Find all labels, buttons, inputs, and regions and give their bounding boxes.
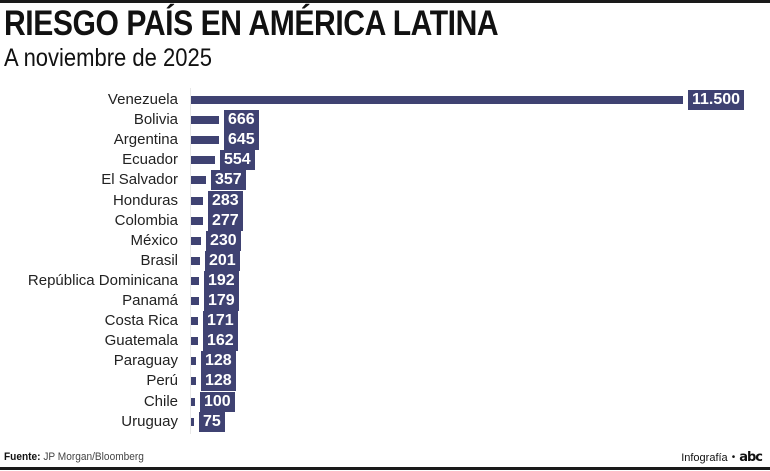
bar-row: Colombia 277 (0, 210, 770, 231)
bar (191, 417, 194, 426)
value-label: 230 (206, 230, 241, 251)
bar-row: Panamá 179 (0, 291, 770, 311)
bar (191, 116, 219, 125)
value-label: 277 (208, 210, 243, 231)
category-label: Panamá (122, 292, 178, 309)
value-label: 357 (211, 170, 246, 191)
bar-row: Perú 128 (0, 371, 770, 392)
bar-row: México 230 (0, 230, 770, 251)
bar (191, 156, 215, 165)
credit: Infografía • abc (681, 450, 763, 465)
bar-row: Bolivia 666 (0, 110, 770, 131)
bar-row: Honduras 283 (0, 190, 770, 211)
bar-row: Guatemala 162 (0, 331, 770, 352)
category-label: Chile (143, 392, 178, 410)
bar-row: Costa Rica 171 (0, 311, 770, 332)
category-label: Colombia (114, 211, 178, 229)
value-label: 192 (204, 270, 239, 291)
bar (191, 297, 199, 305)
value-label: 11.500 (688, 90, 745, 110)
category-label: Ecuador (122, 151, 178, 169)
bar-row: Uruguay 75 (0, 411, 770, 432)
value-label: 100 (200, 391, 235, 412)
bar-row: Venezuela 11.500 (0, 90, 770, 110)
credit-text: Infografía (681, 451, 728, 464)
category-label: Bolivia (133, 111, 178, 129)
bar-row: Brasil 201 (0, 250, 770, 271)
value-label: 171 (203, 311, 238, 332)
bar (191, 337, 198, 346)
category-label: Argentina (113, 131, 178, 149)
bar (191, 136, 219, 145)
category-label: Guatemala (104, 332, 178, 350)
category-label: Honduras (112, 191, 178, 209)
baseline-axis (190, 88, 191, 434)
bottom-rule (0, 467, 770, 470)
bar (191, 216, 203, 225)
value-label: 162 (203, 331, 238, 352)
bar (191, 96, 683, 104)
abc-logo-icon: abc (739, 450, 763, 465)
bar-row: Chile 100 (0, 391, 770, 412)
bar-row: Paraguay 128 (0, 351, 770, 372)
category-label: Venezuela (107, 91, 178, 108)
chart-subtitle: A noviembre de 2025 (4, 44, 212, 72)
bar (191, 236, 201, 245)
value-label: 75 (199, 411, 225, 432)
source-text: JP Morgan/Bloomberg (43, 451, 144, 463)
separator-dot: • (731, 452, 736, 463)
category-label: Perú (146, 372, 178, 390)
category-label: Brasil (140, 251, 178, 269)
bar (191, 377, 196, 386)
category-label: Costa Rica (104, 312, 178, 330)
value-label: 645 (224, 130, 259, 151)
bar (191, 317, 198, 326)
value-label: 666 (224, 110, 259, 131)
category-label: Paraguay (113, 352, 178, 370)
bar (191, 276, 199, 285)
value-label: 179 (204, 291, 239, 311)
category-label: El Salvador (101, 171, 178, 189)
bar (191, 397, 195, 406)
bar-row: República Dominicana 192 (0, 270, 770, 291)
bar-row: Ecuador 554 (0, 150, 770, 171)
bar (191, 256, 200, 265)
value-label: 554 (220, 150, 255, 171)
value-label: 128 (201, 371, 236, 392)
bar-row: Argentina 645 (0, 130, 770, 151)
bar (191, 357, 196, 366)
bar (191, 176, 206, 185)
value-label: 283 (208, 190, 243, 211)
bar-row: El Salvador 357 (0, 170, 770, 191)
value-label: 128 (201, 351, 236, 372)
category-label: República Dominicana (27, 271, 178, 289)
category-label: Uruguay (121, 412, 178, 430)
source-label: Fuente: (4, 451, 41, 463)
top-rule (0, 0, 770, 3)
category-label: México (130, 231, 178, 249)
bar (191, 196, 203, 205)
value-label: 201 (205, 250, 240, 271)
chart-title: RIESGO PAÍS EN AMÉRICA LATINA (4, 4, 499, 43)
source-note: Fuente: JP Morgan/Bloomberg (4, 451, 144, 463)
